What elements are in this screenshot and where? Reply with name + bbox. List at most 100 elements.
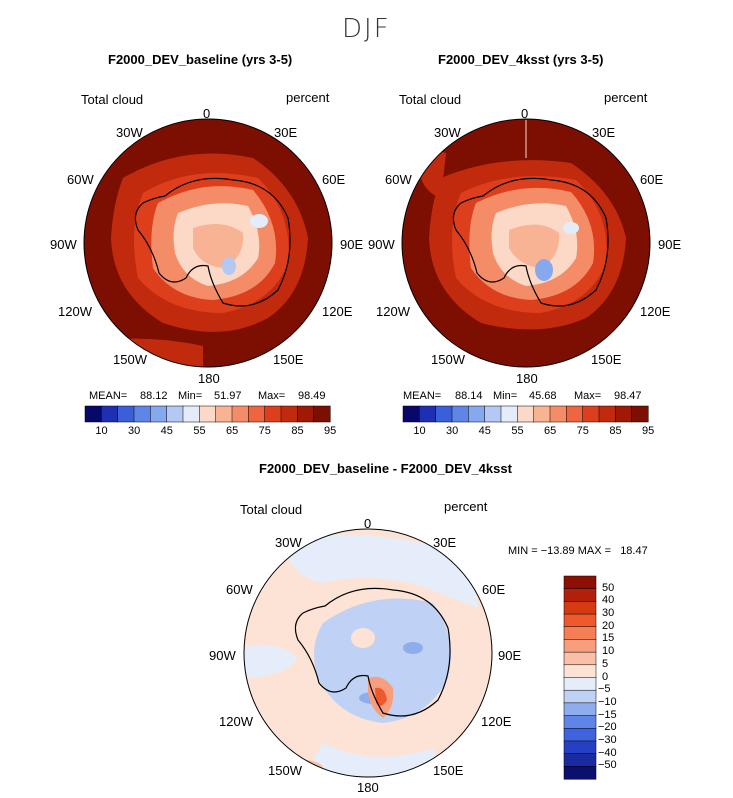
panel1-colorbar-cell [313, 405, 331, 423]
diff-colorbar-cell [563, 588, 597, 602]
panel1-colorbar-tick: 55 [193, 425, 206, 437]
panel1-lon-0: 0 [203, 106, 211, 121]
diff-colorbar-tick: −40 [598, 746, 617, 759]
panel1-lon-120e: 120E [322, 304, 353, 319]
panel2-colorbar-cell [582, 405, 600, 423]
diff-colorbar-tick: 15 [602, 632, 615, 645]
panel2-colorbar-cell [549, 405, 567, 423]
diff-colorbar-tick: 10 [602, 645, 615, 658]
panel2-colorbar-tick: 95 [642, 425, 655, 437]
panel2-colorbar-tick: 75 [576, 425, 589, 437]
panel1-units: percent [286, 90, 330, 105]
diff-colorbar-tick: −20 [598, 721, 617, 734]
diff-colorbar-tick: −30 [598, 733, 617, 746]
panel1-max-value: 98.49 [298, 390, 326, 402]
diff-units: percent [444, 499, 488, 514]
diff-colorbar-cell [563, 753, 597, 767]
panel1-colorbar-ticks: 10 30 45 55 65 75 85 95 [85, 425, 336, 439]
panel2-colorbar-tick: 55 [511, 425, 524, 437]
panel1-min-label: Min= [178, 390, 203, 402]
panel2-units: percent [604, 90, 648, 105]
panel2-lon-120w: 120W [376, 304, 410, 319]
diff-lon-150e: 150E [433, 763, 464, 778]
diff-colorbar-tick: 40 [602, 594, 615, 607]
panel2-colorbar-cell [598, 405, 616, 423]
diff-colorbar-tick: 30 [602, 607, 615, 620]
panel2-colorbar-cell [517, 405, 535, 423]
panel2-colorbar-cell [402, 405, 420, 423]
panel1-max-label: Max= [258, 390, 286, 402]
panel1-colorbar-cell [182, 405, 200, 423]
panel1-lon-60w: 60W [67, 172, 94, 187]
panel1-colorbar-tick: 10 [95, 425, 108, 437]
diff-colorbar-cell [563, 626, 597, 640]
panel1-lon-30w: 30W [116, 125, 143, 140]
panel2-colorbar-cell [419, 405, 437, 423]
season-title: DJF [342, 14, 391, 44]
panel2-lon-90w: 90W [368, 237, 395, 252]
diff-minmax: MIN = −13.89 MAX = 18.47 [508, 545, 648, 557]
panel1-colorbar-tick: 65 [226, 425, 239, 437]
diff-colorbar-tick: −15 [598, 708, 617, 721]
diff-colorbar-cell [563, 677, 597, 691]
panel1-map [83, 118, 333, 368]
panel2-colorbar-tick: 30 [446, 425, 459, 437]
panel1-colorbar-cell [264, 405, 282, 423]
panel1-colorbar-cell [248, 405, 266, 423]
diff-colorbar-cell [563, 728, 597, 742]
panel2-lon-150e: 150E [591, 352, 622, 367]
diff-colorbar-cell [563, 740, 597, 755]
panel2-lon-150w: 150W [431, 352, 465, 367]
diff-colorbar-tick: 0 [602, 670, 609, 683]
diff-lon-0: 0 [364, 516, 372, 531]
panel1-colorbar-cell [166, 405, 184, 423]
panel2-colorbar-cell [615, 405, 633, 423]
diff-colorbar-tick: −5 [598, 683, 611, 696]
panel1-lon-180: 180 [198, 371, 220, 386]
panel1-mean-label: MEAN= [89, 390, 128, 402]
panel2-colorbar-cell [484, 405, 502, 423]
panel1-min-value: 51.97 [214, 390, 242, 402]
panel1-lon-150w: 150W [113, 352, 147, 367]
panel1-colorbar-tick: 45 [160, 425, 173, 437]
panel2-colorbar-cell [500, 405, 518, 423]
panel1-lon-90e: 90E [340, 237, 364, 252]
diff-lon-90w: 90W [209, 648, 236, 663]
diff-colorbar-cell [563, 766, 597, 780]
panel2-lon-0: 0 [521, 106, 529, 121]
panel1-lon-30e: 30E [274, 125, 298, 140]
diff-colorbar-cell [563, 639, 597, 653]
panel2-min-value: 45.68 [529, 390, 557, 402]
diff-colorbar-ticks: 50 40 30 20 15 10 5 0 −5 −10 −15 −20 −30 −40 −50 [598, 576, 638, 779]
panel1-lon-90w: 90W [50, 237, 77, 252]
panel2-colorbar-tick: 10 [413, 425, 426, 437]
panel1-colorbar-cell [231, 405, 249, 423]
panel1-colorbar-cell [84, 405, 102, 423]
panel2-map [401, 118, 651, 368]
panel2-colorbar-cell [468, 405, 486, 423]
diff-colorbar-tick: −50 [598, 759, 617, 772]
panel2-lon-60w: 60W [385, 172, 412, 187]
panel2-variable: Total cloud [399, 92, 462, 107]
panel1-colorbar-cell [199, 405, 217, 423]
diff-colorbar [563, 575, 597, 780]
diff-colorbar-tick: 50 [602, 581, 615, 594]
panel1-colorbar-tick: 30 [128, 425, 141, 437]
diff-colorbar-tick: −10 [598, 695, 617, 708]
panel2-colorbar-cell [566, 405, 584, 423]
panel2-mean-label: MEAN= [403, 390, 442, 402]
diff-colorbar-cell [563, 575, 597, 590]
panel2-colorbar-tick: 65 [544, 425, 557, 437]
diff-colorbar-tick: 5 [602, 657, 609, 670]
diff-lon-30w: 30W [275, 535, 302, 550]
diff-lon-120e: 120E [481, 714, 512, 729]
panel2-lon-120e: 120E [640, 304, 671, 319]
panel2-lon-30w: 30W [434, 125, 461, 140]
panel2-lon-60e: 60E [640, 172, 664, 187]
diff-colorbar-cell [563, 664, 597, 679]
diff-colorbar-cell [563, 613, 597, 628]
diff-lon-90e: 90E [498, 648, 522, 663]
panel1-colorbar-tick: 75 [258, 425, 271, 437]
diff-colorbar-cell [563, 702, 597, 717]
panel1-colorbar-cell [133, 405, 151, 423]
